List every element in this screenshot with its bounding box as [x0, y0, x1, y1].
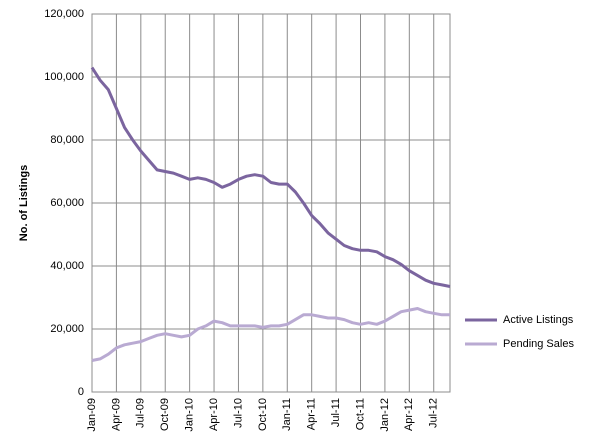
- y-tick-label: 100,000: [44, 71, 84, 83]
- x-tick-label: Oct-09: [159, 398, 171, 431]
- y-tick-label: 80,000: [50, 134, 84, 146]
- y-tick-label: 40,000: [50, 260, 84, 272]
- x-tick-label: Apr-10: [208, 398, 220, 431]
- x-tick-label: Apr-11: [306, 398, 318, 430]
- y-tick-label: 20,000: [50, 323, 84, 335]
- y-tick-label: 0: [78, 386, 84, 398]
- plot-border: [91, 13, 451, 393]
- x-tick-label: Jan-10: [184, 398, 196, 432]
- x-tick-label: Jan-09: [86, 398, 98, 432]
- x-tick-label: Jul-10: [232, 398, 244, 428]
- x-tick-label: Oct-10: [257, 398, 269, 431]
- x-tick-label: Jul-09: [135, 398, 147, 428]
- x-tick-label: Apr-09: [110, 398, 122, 431]
- legend-label: Pending Sales: [503, 338, 574, 350]
- x-tick-label: Jul-11: [330, 398, 342, 427]
- x-tick-label: Apr-12: [403, 398, 415, 431]
- y-tick-label: 60,000: [50, 197, 84, 209]
- legend-label: Active Listings: [503, 314, 574, 326]
- x-tick-label: Jan-12: [379, 398, 391, 432]
- y-tick-label: 120,000: [44, 8, 84, 20]
- line-series: [90, 66, 451, 288]
- x-tick-label: Jul-12: [428, 398, 440, 428]
- x-tick-label: Jan-11: [281, 398, 293, 431]
- line-series: [91, 307, 450, 362]
- x-tick-label: Oct-11: [354, 398, 366, 430]
- y-axis-label: No. of Listings: [18, 165, 30, 241]
